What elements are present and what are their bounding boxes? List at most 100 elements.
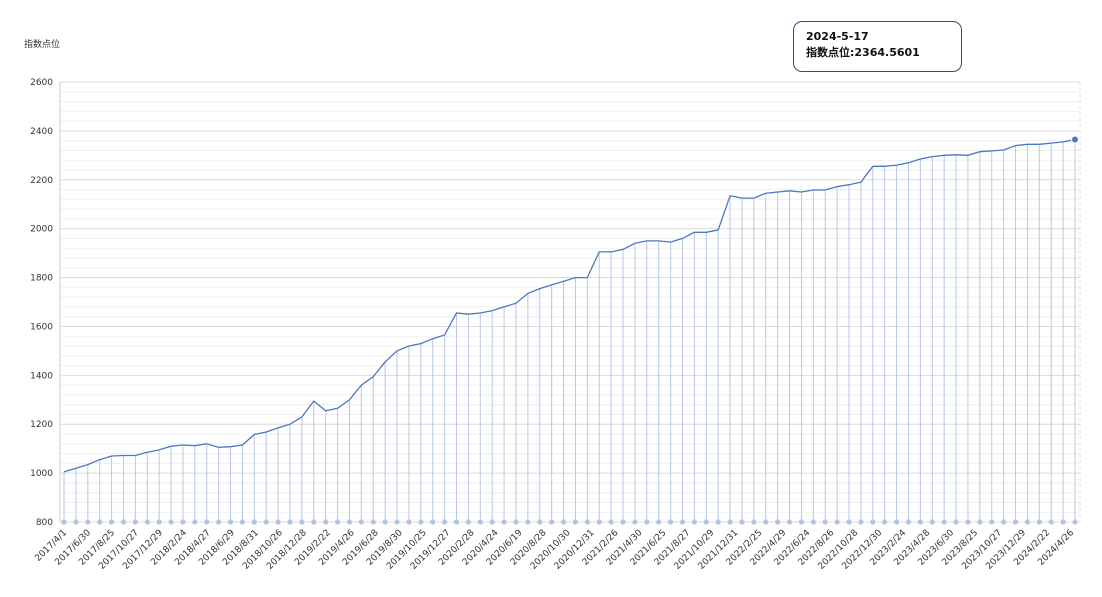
y-tick-label: 2600 — [30, 78, 53, 88]
base-dot — [394, 519, 400, 525]
base-dot — [501, 519, 507, 525]
base-dot — [275, 519, 281, 525]
y-axis-ticks: 800 1000 1200 1400 1600 1800 2000 2200 2400 2600 — [30, 78, 53, 528]
base-dot — [132, 519, 138, 525]
base-dot — [632, 519, 638, 525]
base-dot — [216, 519, 222, 525]
base-dot — [251, 519, 257, 525]
base-dot — [763, 519, 769, 525]
y-tick-label: 1400 — [30, 371, 53, 381]
base-dot — [834, 519, 840, 525]
y-tick-label: 1000 — [30, 469, 53, 479]
base-dot — [846, 519, 852, 525]
base-dot — [120, 519, 127, 525]
series-group — [63, 135, 1079, 473]
base-dot — [1024, 519, 1031, 525]
base-dot — [917, 519, 923, 525]
y-tick-label: 2000 — [30, 225, 53, 235]
base-dot — [1048, 519, 1054, 525]
base-dot — [584, 519, 590, 525]
base-dot — [656, 519, 662, 525]
tooltip: 2024-5-17 指数点位:2364.5601 — [793, 21, 962, 72]
x-axis-ticks: 2017/4/12017/6/302017/8/252017/10/272017… — [33, 528, 1076, 572]
base-dot — [644, 519, 650, 525]
base-dot — [953, 519, 959, 525]
base-dot — [608, 519, 614, 525]
base-dot — [679, 519, 686, 525]
base-dot — [406, 519, 412, 525]
base-dot — [893, 519, 900, 525]
base-dot — [751, 519, 757, 525]
base-dot — [870, 519, 876, 525]
y-tick-label: 800 — [36, 518, 53, 528]
base-dot — [358, 519, 364, 525]
base-dot — [703, 519, 709, 525]
highlight-point — [1071, 135, 1079, 144]
base-dot — [775, 519, 781, 525]
base-dot — [1072, 519, 1078, 525]
tooltip-value: 指数点位:2364.5601 — [806, 46, 920, 59]
base-dot — [73, 519, 79, 525]
base-dot — [465, 519, 471, 525]
base-dot — [798, 519, 805, 525]
base-dot — [168, 519, 174, 525]
base-dot — [323, 519, 329, 525]
y-tick-label: 2400 — [30, 127, 53, 137]
base-dot — [418, 519, 424, 525]
base-dot — [715, 519, 721, 525]
base-dot — [929, 519, 935, 525]
y-tick-label: 1200 — [30, 420, 53, 430]
base-dot — [334, 519, 341, 525]
base-dot — [239, 519, 246, 525]
base-dot — [941, 519, 947, 525]
base-dot — [97, 519, 103, 525]
base-dot — [85, 519, 91, 525]
base-dot — [858, 519, 864, 525]
base-dot — [560, 519, 567, 525]
base-dot — [442, 519, 448, 525]
base-dot — [227, 519, 234, 525]
base-dot — [453, 519, 460, 525]
base-dot — [180, 519, 186, 525]
base-dot — [727, 519, 733, 525]
base-dot — [596, 519, 602, 525]
base-dot — [822, 519, 828, 525]
base-dot — [537, 519, 543, 525]
base-dot — [430, 519, 436, 525]
y-tick-label: 2200 — [30, 176, 53, 186]
base-dot — [61, 519, 67, 525]
base-dot — [477, 519, 483, 525]
base-dot — [668, 519, 674, 525]
base-dot — [489, 519, 495, 525]
base-dot — [1036, 519, 1042, 525]
base-dot — [572, 519, 579, 525]
series-line — [63, 138, 1076, 473]
base-dot — [299, 519, 305, 525]
base-dot — [1001, 519, 1007, 525]
base-dot — [382, 519, 388, 525]
base-dot — [204, 519, 210, 525]
base-dot — [156, 519, 162, 525]
base-dot — [989, 519, 995, 525]
tooltip-date: 2024-5-17 — [806, 30, 869, 43]
y-axis-label: 指数点位 — [24, 38, 60, 50]
base-dot — [549, 519, 555, 525]
base-dot — [1012, 519, 1019, 525]
base-dot — [620, 519, 626, 525]
base-dot — [882, 519, 888, 525]
base-dot — [192, 519, 198, 525]
base-dot — [965, 519, 971, 525]
base-dot — [810, 519, 816, 525]
drop-lines — [61, 139, 1078, 525]
base-dot — [905, 519, 912, 525]
base-dot — [513, 519, 519, 525]
base-dot — [346, 519, 353, 525]
base-dot — [311, 519, 317, 525]
base-dot — [525, 519, 531, 525]
base-dot — [263, 519, 269, 525]
base-dot — [1060, 519, 1066, 525]
base-dot — [144, 519, 150, 525]
base-dot — [786, 519, 793, 525]
base-dot — [691, 519, 697, 525]
base-dot — [287, 519, 293, 525]
